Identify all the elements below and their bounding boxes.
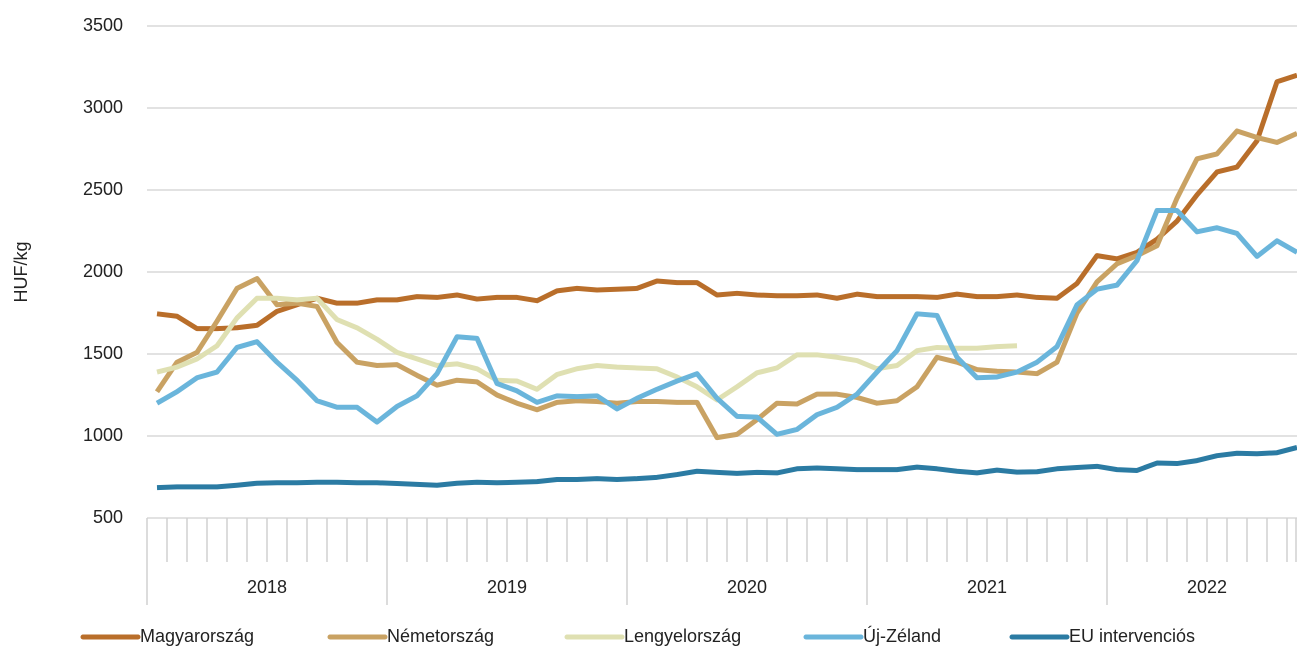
y-tick-label: 1500: [83, 343, 123, 363]
series-line: [156, 445, 1297, 491]
y-tick-label: 3500: [83, 15, 123, 35]
x-group-label: 2020: [727, 577, 767, 597]
series-line: [156, 72, 1297, 332]
series-line: [155, 208, 1297, 437]
x-group-label: 2018: [247, 577, 287, 597]
y-tick-label: 2500: [83, 179, 123, 199]
y-tick-label: 1000: [83, 425, 123, 445]
y-tick-label: 3000: [83, 97, 123, 117]
legend-label: Magyarország: [140, 626, 254, 646]
x-group-label: 2019: [487, 577, 527, 597]
series-line: [156, 295, 1018, 403]
legend-label: Új-Zéland: [863, 625, 941, 646]
y-tick-label: 2000: [83, 261, 123, 281]
legend-label: EU intervenciós: [1069, 626, 1195, 646]
y-axis-label: HUF/kg: [11, 241, 31, 302]
legend-label: Németország: [387, 626, 494, 646]
series-line: [154, 128, 1297, 441]
legend-label: Lengyelország: [624, 626, 741, 646]
x-group-label: 2022: [1187, 577, 1227, 597]
y-tick-label: 500: [93, 507, 123, 527]
x-group-label: 2021: [967, 577, 1007, 597]
